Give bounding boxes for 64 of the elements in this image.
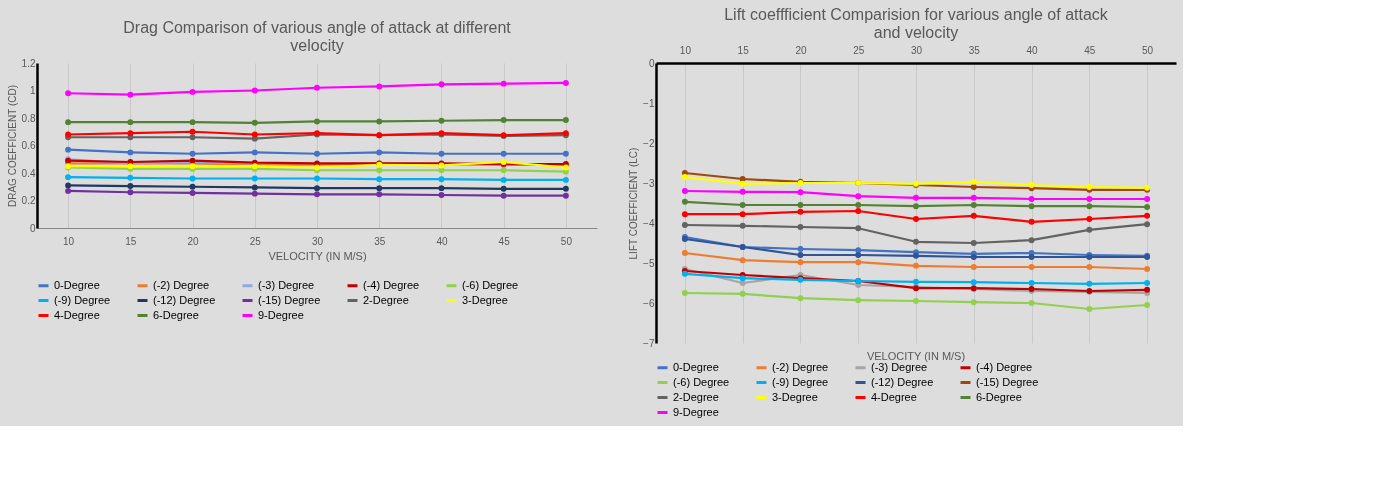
y-tick-label: 0 (648, 57, 655, 69)
y-tick-label: 0 (29, 222, 36, 234)
legend-label: 4-Degree (54, 308, 100, 321)
legend-label: (-2) Degree (772, 360, 829, 373)
x-tick-label: 45 (1084, 44, 1096, 56)
x-tick-label: 20 (795, 44, 807, 56)
x-tick-label: 15 (737, 44, 750, 56)
x-tick-label: 50 (560, 235, 573, 247)
x-tick-label: 10 (679, 44, 692, 56)
x-tick-label: 25 (249, 235, 262, 247)
y-tick-label: −7 (643, 337, 655, 349)
legend-label: 4-Degree (871, 390, 917, 403)
y-tick-label: 0.4 (21, 167, 36, 179)
legend-label: 0-Degree (54, 278, 100, 291)
y-tick-label: 1.2 (21, 57, 36, 69)
y-tick-label: −4 (643, 217, 655, 229)
x-tick-label: 30 (311, 235, 324, 247)
x-tick-label: 15 (125, 235, 137, 247)
y-tick-label: 1 (29, 85, 36, 96)
legend-label: 6-Degree (976, 390, 1022, 403)
x-axis-title: VELOCITY (IN M/S) (268, 249, 367, 262)
y-tick-label: −3 (643, 177, 655, 189)
legend-label: (-15) Degree (976, 375, 1039, 388)
x-axis-title: VELOCITY (IN M/S) (866, 350, 966, 362)
legend-label: 6-Degree (153, 308, 199, 321)
legend-label: (-12) Degree (871, 375, 934, 388)
legend-label: (-9) Degree (54, 293, 111, 306)
chart-title: Lift coeffficient Comparision for various angle of attack and velocity (724, 6, 1109, 41)
y-tick-label: 0.2 (21, 195, 36, 206)
y-tick-label: −6 (643, 297, 655, 309)
x-tick-label: 10 (63, 235, 75, 247)
legend-label: 2-Degree (673, 390, 719, 403)
x-tick-label: 40 (1026, 44, 1039, 56)
legend-label: (-9) Degree (772, 375, 829, 388)
y-tick-label: −2 (643, 137, 655, 149)
x-tick-label: 30 (910, 44, 923, 56)
x-tick-label: 45 (498, 235, 511, 247)
y-tick-label: 0.6 (21, 140, 36, 151)
legend-label: 3-Degree (462, 293, 508, 306)
y-tick-label: −5 (643, 257, 655, 269)
legend-label: 2-Degree (363, 293, 409, 306)
y-axis-title: DRAG COEFFICIENT (CD) (6, 84, 18, 208)
x-tick-label: 50 (1142, 44, 1154, 56)
x-tick-label: 40 (436, 235, 448, 247)
x-tick-label: 35 (968, 44, 981, 56)
legend-label: (-12) Degree (153, 293, 216, 306)
legend-label: (-15) Degree (258, 293, 321, 306)
x-tick-label: 20 (187, 235, 200, 247)
legend-label: (-4) Degree (363, 278, 420, 291)
y-tick-label: −1 (643, 97, 655, 109)
legend-label: (-2) Degree (153, 278, 210, 291)
x-tick-label: 25 (853, 44, 865, 56)
x-tick-label: 35 (374, 235, 386, 247)
y-tick-label: 0.8 (21, 112, 36, 124)
legend-label: (-4) Degree (976, 360, 1033, 373)
legend-label: 3-Degree (772, 390, 818, 403)
legend-label: 0-Degree (673, 360, 719, 373)
legend-label: 9-Degree (258, 308, 304, 321)
chart-title: Drag Comparison of various angle of attack at different velocity (123, 19, 512, 54)
y-axis-title: LIFT COEFFICIENT (LC) (628, 147, 640, 260)
legend-label: (-6) Degree (462, 278, 519, 291)
legend-label: (-6) Degree (673, 375, 730, 388)
legend-label: (-3) Degree (258, 278, 315, 291)
legend-label: 9-Degree (673, 405, 719, 418)
